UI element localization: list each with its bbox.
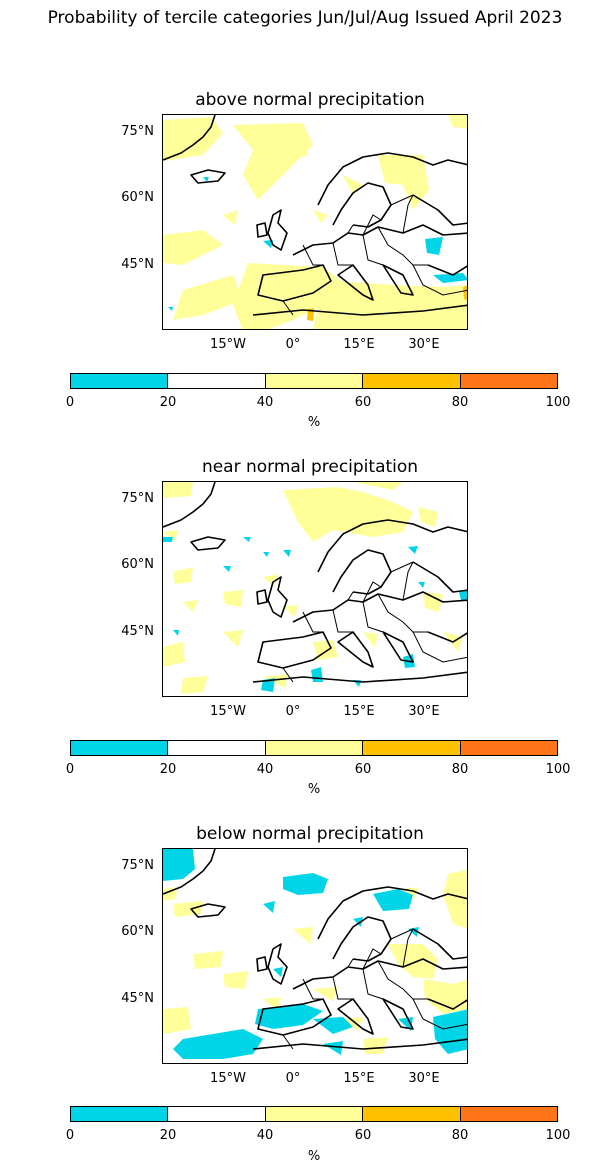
lat-label-45n: 45°N — [121, 257, 154, 272]
country-borders — [282, 194, 467, 316]
colorbar-segment — [363, 741, 461, 755]
colorbar-segment — [71, 1107, 169, 1121]
colorbar-segment — [460, 741, 558, 755]
prob-0-20-areas — [163, 537, 467, 692]
colorbar-tick: 0 — [65, 1128, 75, 1143]
colorbar-tick: 60 — [354, 395, 372, 410]
colorbar-segment — [71, 741, 169, 755]
lon-label-15e: 15°E — [343, 1071, 375, 1086]
colorbar-segment — [168, 1107, 266, 1121]
country-borders — [282, 561, 467, 683]
colorbar-segment — [363, 374, 461, 388]
coastlines — [163, 482, 467, 683]
colorbar-tick: 0 — [65, 762, 75, 777]
colorbar-tick: 20 — [159, 762, 177, 777]
colorbar-segment — [168, 374, 266, 388]
colorbar-tick: 20 — [159, 395, 177, 410]
colorbar-segment — [363, 1107, 461, 1121]
colorbar-tick: 80 — [451, 762, 469, 777]
prob-40-60-areas — [163, 869, 467, 1054]
colorbar-tick: 40 — [256, 1128, 274, 1143]
panel-title-above: above normal precipitation — [195, 90, 425, 110]
colorbar-unit: % — [307, 782, 321, 797]
lat-label-60n: 60°N — [121, 557, 154, 572]
panel-title-near: near normal precipitation — [201, 457, 419, 477]
colorbar-tick: 100 — [545, 762, 571, 777]
lat-label-45n: 45°N — [121, 991, 154, 1006]
colorbar-segment — [168, 741, 266, 755]
lat-label-60n: 60°N — [121, 190, 154, 205]
colorbar-3 — [70, 1106, 558, 1122]
lon-label-15e: 15°E — [343, 337, 375, 352]
lat-label-60n: 60°N — [121, 924, 154, 939]
colorbar-tick: 60 — [354, 1128, 372, 1143]
lat-label-75n: 75°N — [121, 124, 154, 139]
colorbar-tick: 40 — [256, 762, 274, 777]
lon-label-0: 0° — [285, 1071, 301, 1086]
figure-title: Probability of tercile categories Jun/Ju… — [47, 8, 563, 28]
colorbar-tick: 60 — [354, 762, 372, 777]
lon-label-30e: 30°E — [408, 1071, 440, 1086]
coastlines — [163, 115, 467, 316]
colorbar-segment — [265, 741, 364, 755]
colorbar-2 — [70, 740, 558, 756]
lon-label-15w: 15°W — [210, 337, 246, 352]
map-above-normal — [162, 114, 468, 330]
lat-label-45n: 45°N — [121, 624, 154, 639]
lat-label-75n: 75°N — [121, 858, 154, 873]
colorbar-tick: 20 — [159, 1128, 177, 1143]
colorbar-1 — [70, 373, 558, 389]
lat-label-75n: 75°N — [121, 491, 154, 506]
colorbar-unit: % — [307, 415, 321, 430]
colorbar-tick: 0 — [65, 395, 75, 410]
country-borders — [282, 928, 467, 1050]
colorbar-segment — [71, 374, 169, 388]
prob-40-60-areas — [163, 115, 467, 329]
lon-label-15w: 15°W — [210, 1071, 246, 1086]
colorbar-tick: 80 — [451, 395, 469, 410]
colorbar-tick: 100 — [545, 1128, 571, 1143]
lon-label-15e: 15°E — [343, 704, 375, 719]
prob-40-60-areas — [163, 482, 463, 694]
colorbar-tick: 100 — [545, 395, 571, 410]
prob-0-20-areas — [168, 177, 467, 311]
colorbar-tick: 40 — [256, 395, 274, 410]
lon-label-15w: 15°W — [210, 704, 246, 719]
coastlines — [163, 849, 467, 1050]
colorbar-segment — [460, 374, 558, 388]
colorbar-segment — [265, 374, 364, 388]
colorbar-unit: % — [307, 1149, 321, 1164]
panel-title-below: below normal precipitation — [196, 824, 424, 844]
colorbar-tick: 80 — [451, 1128, 469, 1143]
lon-label-30e: 30°E — [408, 704, 440, 719]
lon-label-0: 0° — [285, 704, 301, 719]
colorbar-segment — [265, 1107, 364, 1121]
map-below-normal — [162, 848, 468, 1064]
colorbar-segment — [460, 1107, 558, 1121]
lon-label-30e: 30°E — [408, 337, 440, 352]
map-near-normal — [162, 481, 468, 697]
lon-label-0: 0° — [285, 337, 301, 352]
